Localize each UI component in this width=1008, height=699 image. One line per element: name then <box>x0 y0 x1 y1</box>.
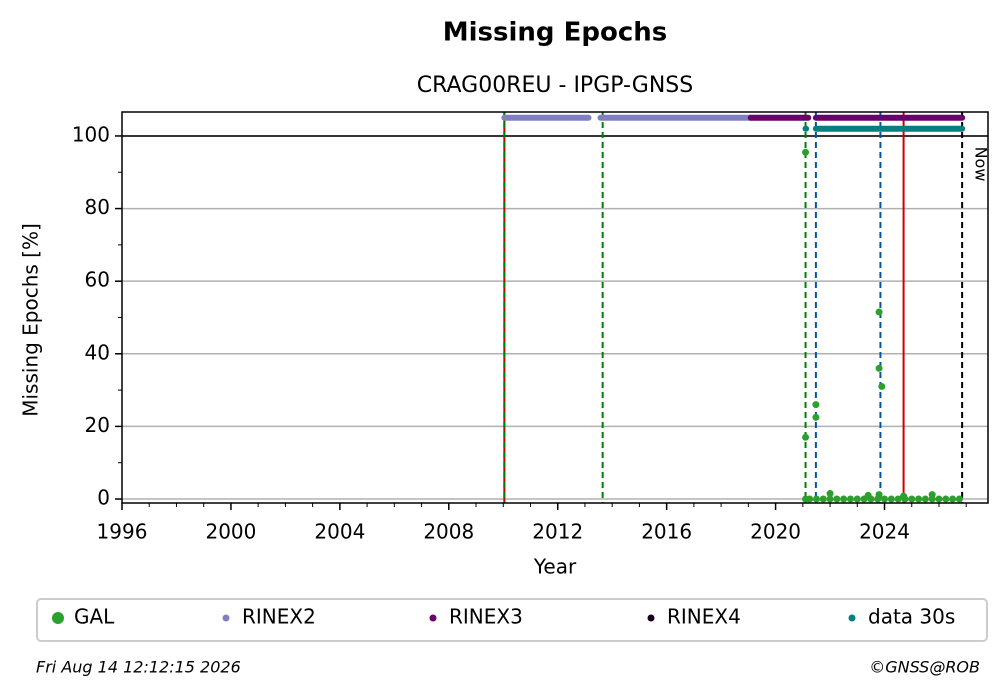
legend-marker <box>647 614 655 622</box>
data-point <box>833 495 841 503</box>
data-point <box>853 495 861 503</box>
data-point <box>819 495 827 503</box>
legend-label: RINEX4 <box>667 605 741 629</box>
data-point <box>955 495 963 503</box>
legend-label: GAL <box>74 605 115 629</box>
legend-box <box>36 598 988 642</box>
data-point <box>860 495 868 503</box>
x-tick-label: 2008 <box>423 520 474 544</box>
data-point <box>802 148 810 156</box>
y-tick-label: 0 <box>97 486 110 510</box>
y-tick-label: 100 <box>72 122 110 146</box>
data-point <box>949 495 957 503</box>
data-point <box>921 495 929 503</box>
data-point <box>806 495 814 503</box>
x-tick-label: 2024 <box>859 520 910 544</box>
x-tick-label: 1996 <box>97 520 148 544</box>
y-tick-label: 60 <box>85 268 110 292</box>
event-label: Now <box>972 147 991 182</box>
data-point <box>887 495 895 503</box>
x-tick-label: 2012 <box>532 520 583 544</box>
data-point <box>826 490 834 498</box>
legend-marker <box>848 614 856 622</box>
legend-label: RINEX3 <box>449 605 523 629</box>
timestamp: Fri Aug 14 12:12:15 2026 <box>36 658 241 677</box>
data-point <box>942 495 950 503</box>
data-point <box>812 401 820 409</box>
chart-subtitle: CRAG00REU - IPGP-GNSS <box>417 73 693 98</box>
data-point <box>812 495 820 503</box>
data-point <box>867 495 875 503</box>
data-point <box>935 495 943 503</box>
legend-marker <box>222 614 230 622</box>
x-tick-label: 2004 <box>314 520 365 544</box>
chart-title: Missing Epochs <box>443 18 667 48</box>
y-tick-label: 20 <box>85 413 110 437</box>
y-tick-label: 80 <box>85 195 110 219</box>
data-point <box>901 495 909 503</box>
data-point <box>881 495 889 503</box>
x-axis-label: Year <box>533 555 577 579</box>
credit: ©GNSS@ROB <box>869 658 980 677</box>
legend-marker <box>429 614 437 622</box>
legend-label: RINEX2 <box>242 605 316 629</box>
data-point <box>840 495 848 503</box>
x-tick-label: 2000 <box>205 520 256 544</box>
data-point <box>915 495 923 503</box>
data-point <box>928 495 936 503</box>
data-point <box>874 495 882 503</box>
x-tick-label: 2020 <box>750 520 801 544</box>
data-point <box>875 308 883 316</box>
data-point <box>802 433 810 441</box>
y-tick-label: 40 <box>85 340 110 364</box>
x-tick-label: 2016 <box>641 520 692 544</box>
legend-label: data 30s <box>868 605 955 629</box>
y-axis-label: Missing Epochs [%] <box>19 223 43 417</box>
data-point <box>812 413 820 421</box>
data-point <box>894 495 902 503</box>
data-point <box>878 382 886 390</box>
data-point <box>875 364 883 372</box>
data-point <box>846 495 854 503</box>
legend-marker <box>52 612 64 624</box>
data-point <box>826 495 834 503</box>
plot-frame <box>121 111 989 504</box>
data-point <box>908 495 916 503</box>
